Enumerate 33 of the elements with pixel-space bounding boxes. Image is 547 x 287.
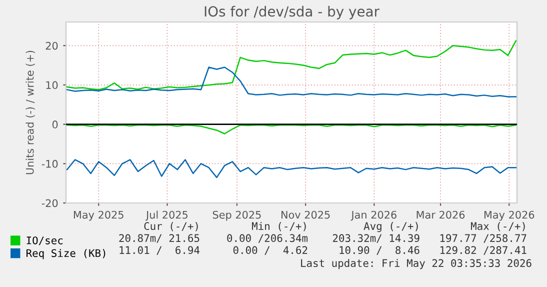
text: 197.77 /258.77 — [440, 234, 526, 243]
x-tick-label: Mar 2026 — [416, 210, 465, 219]
text: Cur (-/+) — [144, 222, 198, 232]
text: Avg (-/+) — [364, 222, 418, 232]
x-tick-label: May 2026 — [484, 210, 534, 221]
text: 10.90 / 8.46 — [340, 246, 420, 255]
line-series — [66, 40, 516, 90]
text: 203.32m/ 14.39 — [332, 234, 420, 243]
text: 129.82 /287.41 — [440, 246, 526, 255]
text: Min (-/+) — [252, 222, 306, 232]
text: Last update: Fri May 22 03:35:33 2026 — [301, 258, 532, 270]
text: 11.01 / 6.94 — [120, 246, 200, 255]
y-axis-title: Units read (-) / write (+) — [26, 50, 35, 174]
line-series — [66, 159, 516, 178]
x-tick-label: Jul 2025 — [145, 210, 188, 221]
y-tick-label: 0 — [52, 120, 58, 128]
y-tick-label: 20 — [46, 42, 58, 50]
text: 0.00 /206.34m — [227, 234, 308, 243]
chart-title: IOs for /dev/sda - by year — [204, 6, 380, 20]
x-tick-label: Jan 2026 — [350, 210, 396, 221]
legend-label: IO/sec — [26, 236, 63, 246]
line-series — [66, 124, 516, 134]
x-tick-label: Nov 2025 — [282, 210, 330, 219]
y-tick-label: 10 — [46, 81, 58, 90]
legend-label: Req Size (KB) — [26, 249, 106, 260]
text: 20.87m/ 21.65 — [119, 234, 200, 243]
y-tick-label: -20 — [42, 199, 58, 208]
line-series — [66, 66, 516, 98]
x-tick-label: May 2025 — [74, 210, 124, 221]
text: 0.00 / 4.62 — [233, 246, 308, 255]
text: Max (-/+) — [470, 222, 525, 232]
y-tick-label: -10 — [42, 160, 58, 168]
x-tick-label: Sep 2025 — [212, 210, 261, 221]
